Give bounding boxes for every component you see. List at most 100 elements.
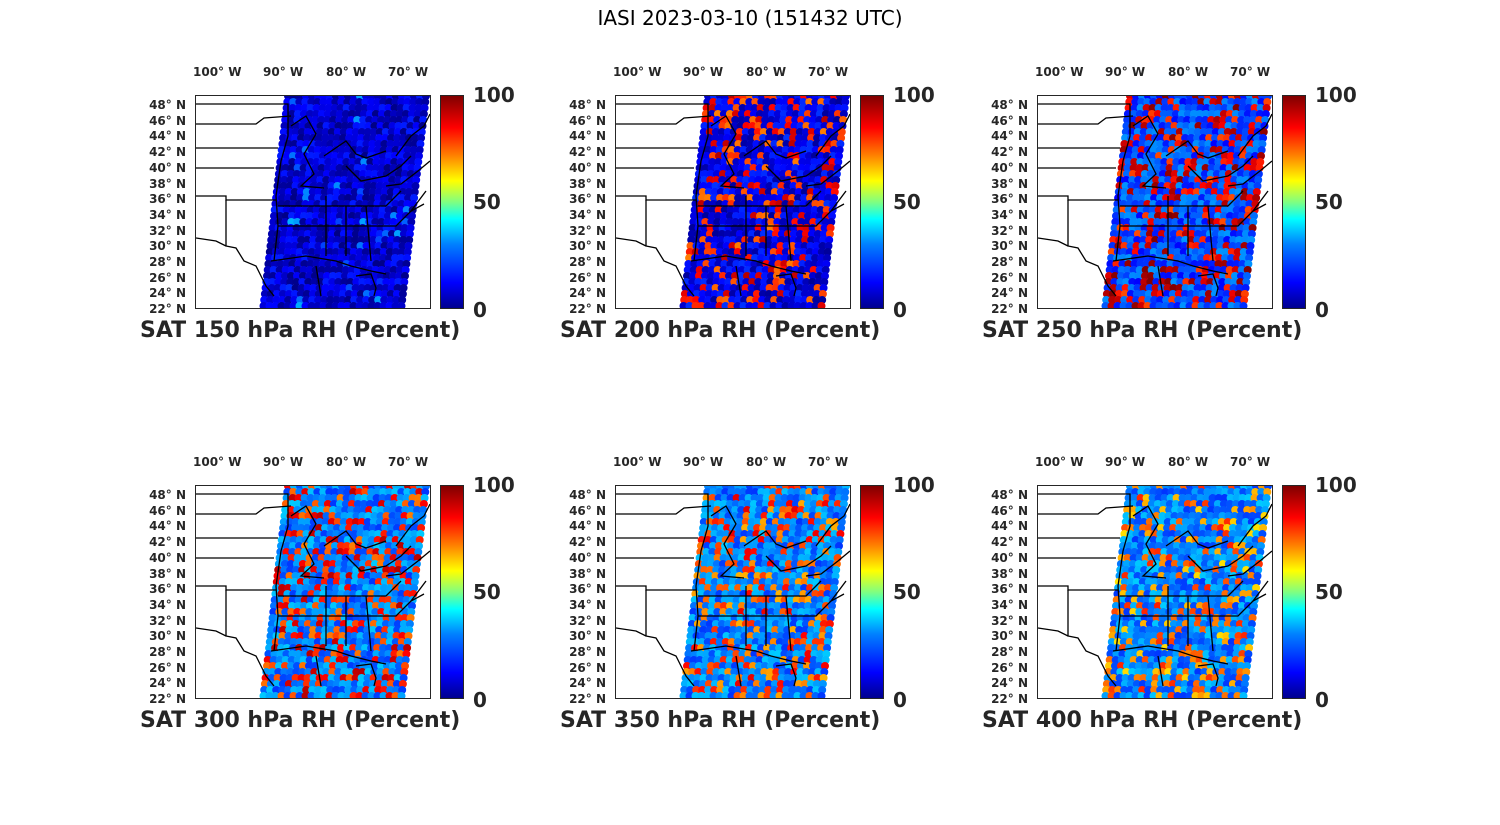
rh-observation-point <box>753 236 762 244</box>
rh-observation-point <box>706 560 715 568</box>
rh-observation-point <box>315 626 324 634</box>
colorbar-tick-label: 50 <box>473 190 501 214</box>
lon-label: 80° W <box>326 455 367 469</box>
rh-observation-point <box>1152 566 1161 574</box>
rh-observation-point <box>290 686 299 694</box>
rh-observation-point <box>1123 164 1132 172</box>
rh-observation-point <box>1135 554 1144 562</box>
rh-observation-point <box>1188 566 1197 574</box>
lat-label: 38° N <box>569 566 606 581</box>
rh-observation-point <box>1252 194 1261 202</box>
rh-observation-point <box>375 620 384 628</box>
rh-observation-point <box>791 110 800 118</box>
rh-observation-point <box>352 170 361 178</box>
rh-observation-point <box>1140 560 1149 568</box>
rh-observation-point <box>369 518 378 526</box>
rh-observation-point <box>364 170 373 178</box>
rh-observation-point <box>1145 236 1154 244</box>
rh-observation-point <box>387 674 396 682</box>
rh-observation-point <box>335 500 344 508</box>
rh-observation-point <box>305 218 314 226</box>
rh-observation-point <box>344 290 353 298</box>
rh-observation-point <box>1253 134 1262 142</box>
rh-observation-point <box>342 596 351 604</box>
rh-observation-point <box>812 530 821 538</box>
rh-observation-point <box>754 278 763 286</box>
rh-observation-point <box>771 620 780 628</box>
rh-observation-point <box>1223 284 1232 292</box>
rh-observation-point <box>1123 506 1132 514</box>
rh-observation-point <box>343 302 352 308</box>
rh-observation-point <box>301 248 310 256</box>
rh-observation-point <box>1165 500 1174 508</box>
rh-observation-point <box>1116 278 1125 286</box>
rh-observation-point <box>1186 584 1195 592</box>
state-boundary <box>805 550 850 577</box>
rh-observation-point <box>777 674 786 682</box>
rh-observation-point <box>1229 524 1238 532</box>
rh-observation-point <box>386 686 395 694</box>
rh-observation-point <box>341 608 350 616</box>
rh-observation-point <box>393 230 402 238</box>
rh-observation-point <box>1133 182 1142 190</box>
rh-observation-point <box>748 278 757 286</box>
rh-observation-point <box>738 548 747 556</box>
rh-observation-point <box>727 248 736 256</box>
rh-observation-point <box>780 602 788 610</box>
rh-observation-point <box>744 104 753 112</box>
rh-observation-point <box>351 674 360 682</box>
rh-observation-point <box>770 530 779 538</box>
rh-observation-point <box>1165 218 1174 226</box>
rh-observation-point <box>729 284 738 292</box>
rh-observation-point <box>714 212 722 220</box>
rh-observation-point <box>781 98 790 106</box>
state-boundary <box>616 195 696 201</box>
rh-observation-point <box>770 242 779 250</box>
rh-observation-point <box>1124 158 1133 166</box>
rh-observation-point <box>308 140 317 148</box>
rh-observation-point <box>1123 272 1131 280</box>
rh-observation-point <box>314 188 323 196</box>
rh-observation-point <box>394 122 403 130</box>
rh-observation-point <box>815 506 824 514</box>
lat-label: 22° N <box>149 692 186 707</box>
rh-observation-point <box>1135 164 1144 172</box>
rh-observation-point <box>709 638 718 646</box>
rh-observation-point <box>731 164 740 172</box>
rh-observation-point <box>387 134 396 142</box>
rh-observation-point <box>801 674 810 682</box>
rh-observation-point <box>296 584 305 592</box>
rh-observation-point <box>1231 116 1240 124</box>
rh-observation-point <box>791 164 800 172</box>
rh-observation-point <box>375 518 384 526</box>
rh-observation-point <box>715 248 724 256</box>
rh-observation-point <box>826 224 835 232</box>
rh-observation-point <box>358 512 367 520</box>
state-boundary <box>765 545 832 572</box>
rh-observation-point <box>816 650 825 658</box>
rh-observation-point <box>1162 140 1171 148</box>
rh-observation-point <box>700 170 709 178</box>
rh-observation-point <box>366 260 375 268</box>
rh-observation-point <box>773 116 782 124</box>
rh-observation-point <box>1161 98 1170 106</box>
rh-observation-point <box>330 158 339 166</box>
rh-observation-point <box>1235 134 1244 142</box>
rh-observation-point <box>276 596 285 604</box>
rh-observation-point <box>700 560 709 568</box>
rh-observation-point <box>319 254 328 262</box>
rh-observation-point <box>292 278 301 286</box>
rh-observation-point <box>320 686 329 694</box>
panel-200hpa: 100° W 90° W 80° W 70° W 48° N 46° N 44° N 42° … <box>560 45 960 375</box>
rh-observation-point <box>1243 554 1252 562</box>
rh-observation-point <box>266 290 275 298</box>
rh-observation-point <box>1209 146 1218 154</box>
rh-observation-point <box>688 224 697 232</box>
rh-observation-point <box>717 230 726 238</box>
rh-observation-point <box>823 590 832 598</box>
lat-label: 28° N <box>149 255 186 269</box>
rh-observation-point <box>319 644 328 652</box>
rh-observation-point <box>381 128 390 136</box>
rh-observation-point <box>1185 98 1194 106</box>
rh-observation-point <box>338 632 347 640</box>
